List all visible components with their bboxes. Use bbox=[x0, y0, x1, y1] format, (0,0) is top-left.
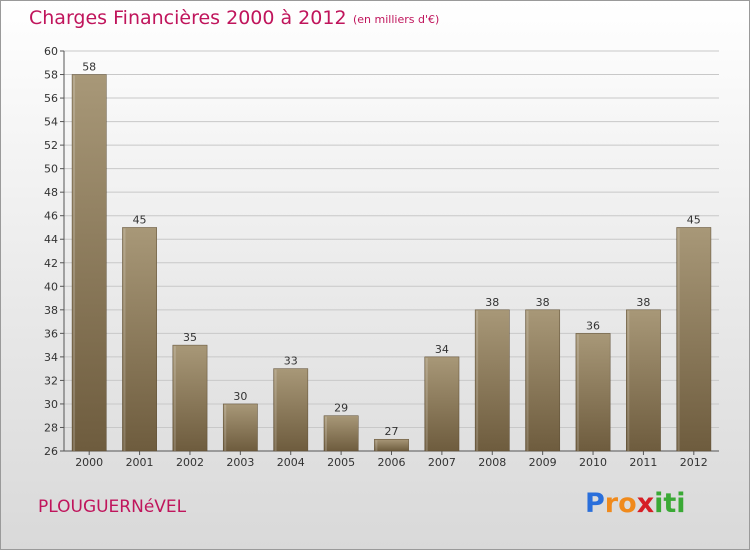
bar-highlight bbox=[677, 228, 680, 451]
x-tick-label: 2005 bbox=[327, 456, 355, 469]
x-tick-label: 2000 bbox=[75, 456, 103, 469]
x-tick-label: 2001 bbox=[126, 456, 154, 469]
x-tick-label: 2004 bbox=[277, 456, 305, 469]
y-tick-label: 52 bbox=[44, 139, 58, 152]
bar-2012 bbox=[676, 227, 712, 452]
y-tick-label: 58 bbox=[44, 69, 58, 82]
proxiti-logo: Proxiti bbox=[585, 488, 686, 519]
bar-2002 bbox=[172, 344, 208, 452]
y-tick-label: 28 bbox=[44, 421, 58, 434]
logo-letter: o bbox=[618, 488, 637, 519]
bar-2004 bbox=[273, 368, 309, 452]
bar-2009 bbox=[525, 309, 561, 452]
data-label: 29 bbox=[334, 402, 348, 415]
x-tick-label: 2012 bbox=[680, 456, 708, 469]
y-tick-label: 42 bbox=[44, 257, 58, 270]
x-tick-label: 2002 bbox=[176, 456, 204, 469]
logo-letter: r bbox=[604, 488, 619, 519]
y-tick-label: 34 bbox=[44, 351, 58, 364]
data-label: 33 bbox=[284, 355, 298, 368]
bar-highlight bbox=[274, 369, 277, 451]
y-tick-label: 30 bbox=[44, 398, 58, 411]
chart-title: Charges Financières 2000 à 2012 bbox=[29, 7, 347, 29]
bar-highlight bbox=[526, 310, 529, 451]
data-labels: 58 45 35 30 33 29 27 34 38 38 36 38 45 bbox=[82, 61, 701, 439]
bar-highlight bbox=[627, 310, 630, 451]
data-label: 38 bbox=[536, 296, 550, 309]
bar-highlight bbox=[123, 228, 126, 451]
bars bbox=[71, 74, 712, 452]
logo-letter: t bbox=[663, 488, 677, 519]
logo-letter: P bbox=[585, 488, 605, 519]
bar-highlight bbox=[576, 334, 579, 451]
grid bbox=[64, 50, 719, 452]
y-tick-label: 48 bbox=[44, 186, 58, 199]
bar-highlight bbox=[375, 440, 378, 451]
data-label: 58 bbox=[82, 61, 96, 74]
data-label: 35 bbox=[183, 331, 197, 344]
y-tick-label: 40 bbox=[44, 280, 58, 293]
y-tick-label: 60 bbox=[44, 45, 58, 58]
bar-highlight bbox=[173, 346, 176, 451]
bar-highlight bbox=[224, 404, 227, 451]
bar-2008 bbox=[474, 309, 510, 452]
y-tick-label: 54 bbox=[44, 116, 58, 129]
x-tick-label: 2003 bbox=[226, 456, 254, 469]
y-tick-label: 50 bbox=[44, 163, 58, 176]
y-tick-label: 38 bbox=[44, 304, 58, 317]
bar-highlight bbox=[324, 416, 327, 451]
y-tick-label: 46 bbox=[44, 210, 58, 223]
data-label: 45 bbox=[687, 213, 701, 226]
chart-subtitle: (en milliers d'€) bbox=[353, 13, 440, 26]
commune-name: PLOUGUERNéVEL bbox=[38, 497, 187, 517]
x-tick-label: 2008 bbox=[478, 456, 506, 469]
data-label: 45 bbox=[133, 213, 147, 226]
data-label: 38 bbox=[636, 296, 650, 309]
bar-2007 bbox=[424, 356, 460, 452]
bar-2000 bbox=[71, 74, 107, 452]
logo-letter: i bbox=[676, 488, 686, 519]
x-tick-label: 2010 bbox=[579, 456, 607, 469]
bar-highlight bbox=[476, 310, 479, 451]
y-tick-label: 26 bbox=[44, 445, 58, 458]
axes: 26 28 30 32 34 36 38 40 42 44 46 48 50 52 54 56 58 60 2000… bbox=[44, 45, 719, 469]
y-tick-label: 32 bbox=[44, 374, 58, 387]
data-label: 38 bbox=[485, 296, 499, 309]
bar-highlight bbox=[73, 75, 76, 451]
data-label: 30 bbox=[233, 390, 247, 403]
logo-letter: i bbox=[654, 488, 664, 519]
y-tick-label: 44 bbox=[44, 233, 58, 246]
x-tick-label: 2011 bbox=[629, 456, 657, 469]
bar-2010 bbox=[575, 333, 611, 452]
bar-2006 bbox=[374, 438, 409, 452]
data-label: 36 bbox=[586, 319, 600, 332]
bar-2001 bbox=[122, 227, 157, 452]
logo-letter: x bbox=[636, 488, 655, 519]
bar-2005 bbox=[323, 415, 359, 452]
y-tick-label: 56 bbox=[44, 92, 58, 105]
bar-2003 bbox=[222, 403, 258, 452]
bar-highlight bbox=[425, 357, 428, 451]
data-label: 27 bbox=[385, 425, 399, 438]
x-tick-label: 2006 bbox=[378, 456, 406, 469]
bar-2011 bbox=[626, 309, 661, 452]
y-tick-label: 36 bbox=[44, 327, 58, 340]
x-tick-label: 2009 bbox=[529, 456, 557, 469]
x-tick-label: 2007 bbox=[428, 456, 456, 469]
data-label: 34 bbox=[435, 343, 449, 356]
